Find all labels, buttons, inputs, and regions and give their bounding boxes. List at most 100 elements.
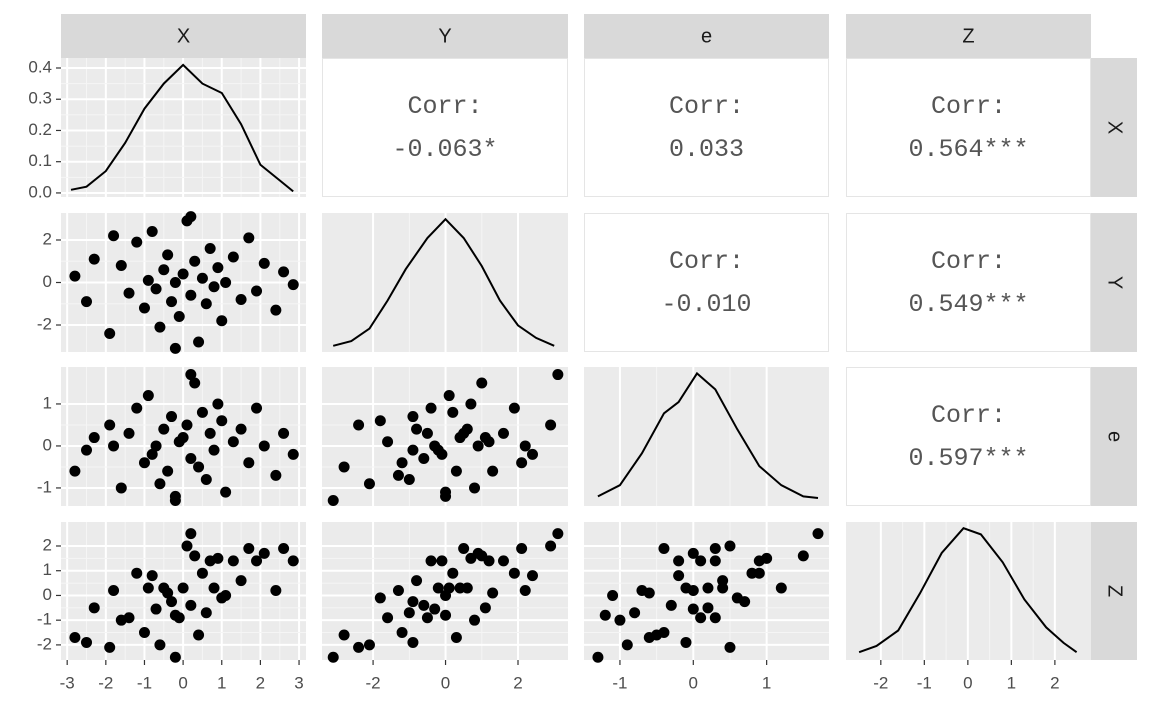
point bbox=[392, 585, 404, 597]
point bbox=[220, 589, 232, 601]
density-line bbox=[332, 217, 555, 347]
point bbox=[458, 542, 470, 554]
y-tick-label: 1 bbox=[43, 393, 52, 412]
point bbox=[673, 555, 685, 567]
corr-value: -0.010 bbox=[661, 290, 751, 319]
point bbox=[278, 266, 290, 278]
point bbox=[115, 259, 127, 271]
point bbox=[665, 599, 677, 611]
point bbox=[607, 589, 619, 601]
point bbox=[158, 423, 170, 435]
point bbox=[458, 427, 470, 439]
point bbox=[196, 272, 208, 284]
point bbox=[472, 440, 484, 452]
corr-value: 0.033 bbox=[669, 135, 744, 164]
point bbox=[411, 423, 423, 435]
point bbox=[216, 415, 228, 427]
corr-panel bbox=[584, 213, 829, 352]
point bbox=[508, 567, 520, 579]
point bbox=[243, 457, 255, 469]
point bbox=[418, 453, 430, 465]
point bbox=[243, 232, 255, 244]
point bbox=[287, 448, 299, 460]
point bbox=[208, 582, 220, 594]
x-tick-label: -1 bbox=[917, 673, 932, 692]
x-tick-label: 2 bbox=[256, 673, 265, 692]
point bbox=[508, 402, 520, 414]
point bbox=[154, 478, 166, 490]
point bbox=[212, 398, 224, 410]
point bbox=[270, 304, 282, 316]
point bbox=[69, 270, 81, 282]
point bbox=[123, 612, 135, 624]
x-tick-label: 2 bbox=[513, 673, 522, 692]
point bbox=[189, 377, 201, 389]
point bbox=[403, 474, 415, 486]
strip-label: Z bbox=[962, 25, 974, 47]
point bbox=[200, 474, 212, 486]
point bbox=[108, 230, 120, 242]
point bbox=[353, 641, 365, 653]
corr-panel bbox=[846, 58, 1091, 197]
point bbox=[88, 602, 100, 614]
point bbox=[104, 419, 116, 431]
point bbox=[208, 444, 220, 456]
point bbox=[673, 570, 685, 582]
corr-panel bbox=[846, 367, 1091, 506]
point bbox=[709, 612, 721, 624]
point bbox=[519, 440, 531, 452]
point bbox=[185, 369, 197, 381]
strip-label: Z bbox=[1104, 585, 1126, 597]
point bbox=[498, 427, 510, 439]
point bbox=[403, 607, 415, 619]
point bbox=[138, 457, 150, 469]
point bbox=[695, 612, 707, 624]
point bbox=[465, 398, 477, 410]
x-tick-label: -1 bbox=[137, 673, 152, 692]
point bbox=[287, 555, 299, 567]
point bbox=[552, 369, 564, 381]
point bbox=[709, 555, 721, 567]
point bbox=[235, 575, 247, 587]
point bbox=[695, 555, 707, 567]
x-tick-label: 0 bbox=[178, 673, 187, 692]
point bbox=[425, 402, 437, 414]
x-tick-label: -2 bbox=[366, 673, 381, 692]
corr-label: Corr: bbox=[931, 401, 1006, 430]
corr-value: 0.564*** bbox=[908, 135, 1028, 164]
point bbox=[443, 390, 455, 402]
strip-label: e bbox=[701, 25, 712, 47]
point bbox=[498, 555, 510, 567]
point bbox=[717, 575, 729, 587]
point bbox=[146, 570, 158, 582]
point bbox=[193, 629, 205, 641]
point bbox=[516, 457, 528, 469]
strip bbox=[1091, 522, 1137, 660]
point bbox=[407, 444, 419, 456]
point bbox=[193, 461, 205, 473]
point bbox=[440, 589, 452, 601]
point bbox=[440, 609, 452, 621]
point bbox=[483, 436, 495, 448]
point bbox=[363, 639, 375, 651]
point bbox=[162, 465, 174, 477]
point bbox=[487, 465, 499, 477]
point bbox=[227, 555, 239, 567]
point bbox=[687, 585, 699, 597]
point bbox=[193, 336, 205, 348]
point bbox=[396, 627, 408, 639]
point bbox=[526, 570, 538, 582]
point bbox=[185, 599, 197, 611]
point bbox=[146, 225, 158, 237]
point bbox=[469, 482, 481, 494]
point bbox=[185, 528, 197, 540]
point bbox=[621, 639, 633, 651]
point bbox=[146, 448, 158, 460]
point bbox=[69, 465, 81, 477]
point bbox=[797, 550, 809, 562]
point bbox=[614, 614, 626, 626]
point bbox=[204, 242, 216, 254]
point bbox=[162, 587, 174, 599]
point bbox=[479, 602, 491, 614]
